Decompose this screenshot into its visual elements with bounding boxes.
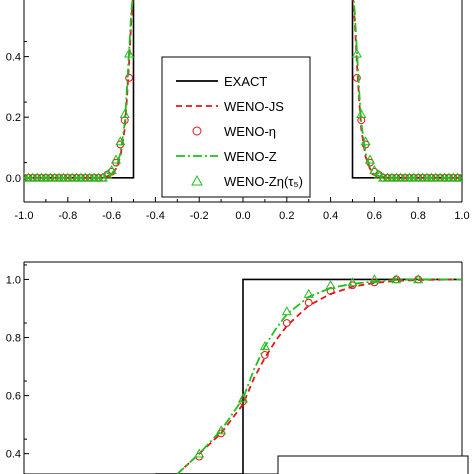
- y-tick-label: 0.8: [6, 333, 21, 345]
- x-tick-label: 0.6: [367, 210, 382, 222]
- data-point-weno-z-eta: [369, 164, 380, 175]
- legend-label: WENO-Z: [224, 149, 277, 164]
- legend-label: WENO-JS: [224, 99, 284, 114]
- data-point-weno-eta: [304, 298, 313, 307]
- plot-area: [155, 274, 462, 474]
- data-point-weno-z-eta: [102, 169, 113, 179]
- data-point-weno-eta: [125, 73, 134, 82]
- series-line-exact: [155, 278, 462, 474]
- data-point-weno-z-eta: [237, 393, 249, 403]
- panel-bottom-plot: 1.0 0.8 0.6 0.4: [6, 261, 469, 474]
- series-line-weno-z: [176, 278, 462, 474]
- data-point-weno-z-eta: [351, 48, 362, 58]
- panel-top-plot: 0.0 0.2 0.4 -1.0 -0.8 -0.6 -0.4 -0.2 0.0 0.2 0.4 0.…: [6, 0, 470, 222]
- x-tick-label: -1.0: [15, 210, 34, 222]
- y-tick-label: 0.2: [6, 112, 21, 124]
- data-point-weno-z-eta: [97, 172, 108, 182]
- data-point-weno-z-eta: [303, 288, 314, 298]
- data-point-weno-z-eta: [369, 274, 380, 284]
- y-tick-label: 1.0: [6, 274, 21, 286]
- legend-swatch-circle: [192, 126, 202, 136]
- x-tick-label: -0.2: [190, 210, 209, 222]
- x-tick-label: -0.6: [102, 210, 121, 222]
- data-point-weno-z-eta: [413, 274, 424, 284]
- x-tick-label: 0.2: [279, 210, 294, 222]
- y-tick-label: 0.4: [6, 52, 21, 64]
- legend-swatch-triangle: [191, 174, 203, 186]
- legend-label: WENO-η: [224, 124, 276, 139]
- data-point-weno-z-eta: [456, 172, 462, 182]
- data-point-weno-z-eta: [360, 136, 371, 146]
- data-point-weno-z-eta: [106, 164, 117, 175]
- data-point-weno-z-eta: [391, 274, 402, 284]
- series-line-weno-js: [176, 278, 462, 474]
- series-line-exact: [24, 0, 462, 179]
- data-point-weno-z-eta: [115, 136, 126, 146]
- data-point-weno-eta: [261, 351, 269, 359]
- y-tick-label: 0.0: [6, 173, 21, 185]
- data-point-weno-z-eta: [373, 169, 384, 179]
- data-point-weno-z-eta: [325, 280, 336, 290]
- data-point-weno-eta: [282, 319, 291, 327]
- data-point-weno-eta: [352, 73, 361, 82]
- data-point-weno-eta: [326, 287, 335, 295]
- x-tick-label: -0.8: [58, 210, 77, 222]
- data-point-weno-z-eta: [119, 108, 130, 119]
- legend-label: EXACT: [224, 74, 267, 89]
- data-point-weno-z-eta: [124, 48, 135, 58]
- data-point-weno-z-eta: [356, 108, 367, 119]
- data-point-weno-z-eta: [216, 425, 227, 435]
- plot-area: [24, 0, 462, 182]
- y-tick-label: 0.4: [6, 449, 21, 461]
- x-tick-label: 0.4: [323, 210, 338, 222]
- data-point-weno-z-eta: [347, 277, 358, 287]
- data-point-weno-z-eta: [194, 448, 205, 458]
- data-point-weno-z-eta: [110, 154, 122, 164]
- data-point-weno-eta: [357, 116, 366, 125]
- x-tick-label: 0.0: [235, 210, 250, 222]
- x-tick-label: 1.0: [454, 210, 469, 222]
- data-point-weno-z-eta: [281, 306, 292, 316]
- legend-box: [277, 455, 469, 474]
- x-tick-label: -0.4: [146, 210, 165, 222]
- legend-label: WENO-Zη(τ₅): [224, 174, 303, 189]
- x-tick-label: 0.8: [411, 210, 426, 222]
- data-point-weno-z-eta: [364, 154, 376, 164]
- y-tick-label: 0.6: [6, 391, 21, 403]
- data-point-weno-z-eta: [259, 340, 270, 351]
